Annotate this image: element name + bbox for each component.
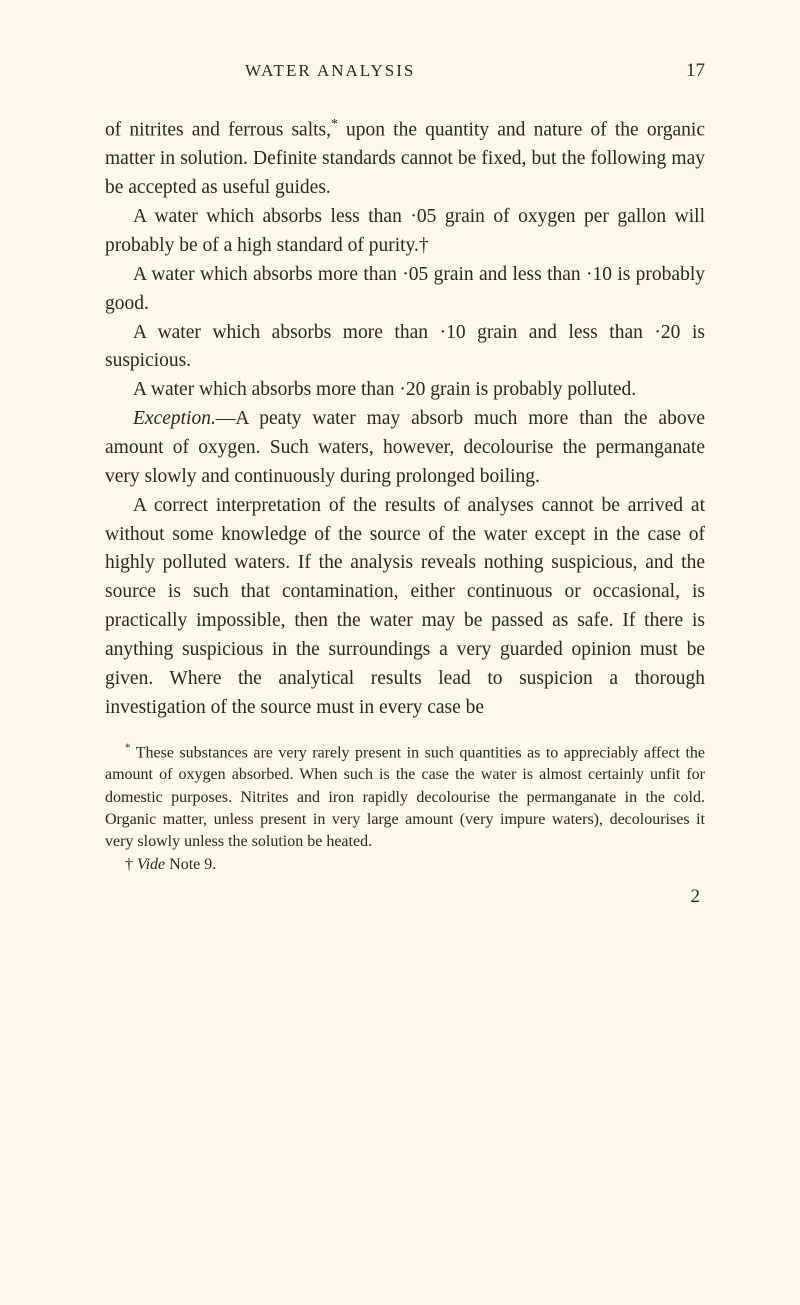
signature-number: 2 [105,886,705,908]
p1-text-a: of nitrites and ferrous salts, [105,120,331,141]
footnote-2-marker: † [125,856,133,873]
footnote-1: * These substances are very rarely prese… [105,741,705,854]
paragraph-7: A correct interpretation of the results … [105,492,705,723]
p2-text-a: A water which absorbs less than ·05 grai… [105,206,705,256]
footnote-block: * These substances are very rarely prese… [105,741,705,877]
footnote-marker-dagger: † [419,235,429,256]
paragraph-4: A water which absorbs more than ·10 grai… [105,319,705,377]
paragraph-3: A water which absorbs more than ·05 grai… [105,261,705,319]
footnote-marker-star: * [331,116,338,131]
footnote-2-vide: Vide [137,856,165,873]
footnote-1-text: These substances are very rarely present… [105,744,705,851]
footnote-2: † Vide Note 9. [105,854,705,876]
main-text: of nitrites and ferrous salts,* upon the… [105,114,705,723]
footnote-2-rest: Note 9. [165,856,216,873]
page-number: 17 [686,60,705,82]
header-title: WATER ANALYSIS [245,61,415,81]
paragraph-1: of nitrites and ferrous salts,* upon the… [105,114,705,203]
page-header: WATER ANALYSIS 17 [105,60,705,82]
paragraph-2: A water which absorbs less than ·05 grai… [105,203,705,261]
paragraph-5: A water which absorbs more than ·20 grai… [105,376,705,405]
exception-label: Exception. [133,408,216,429]
paragraph-6: Exception.—A peaty water may absorb much… [105,405,705,492]
